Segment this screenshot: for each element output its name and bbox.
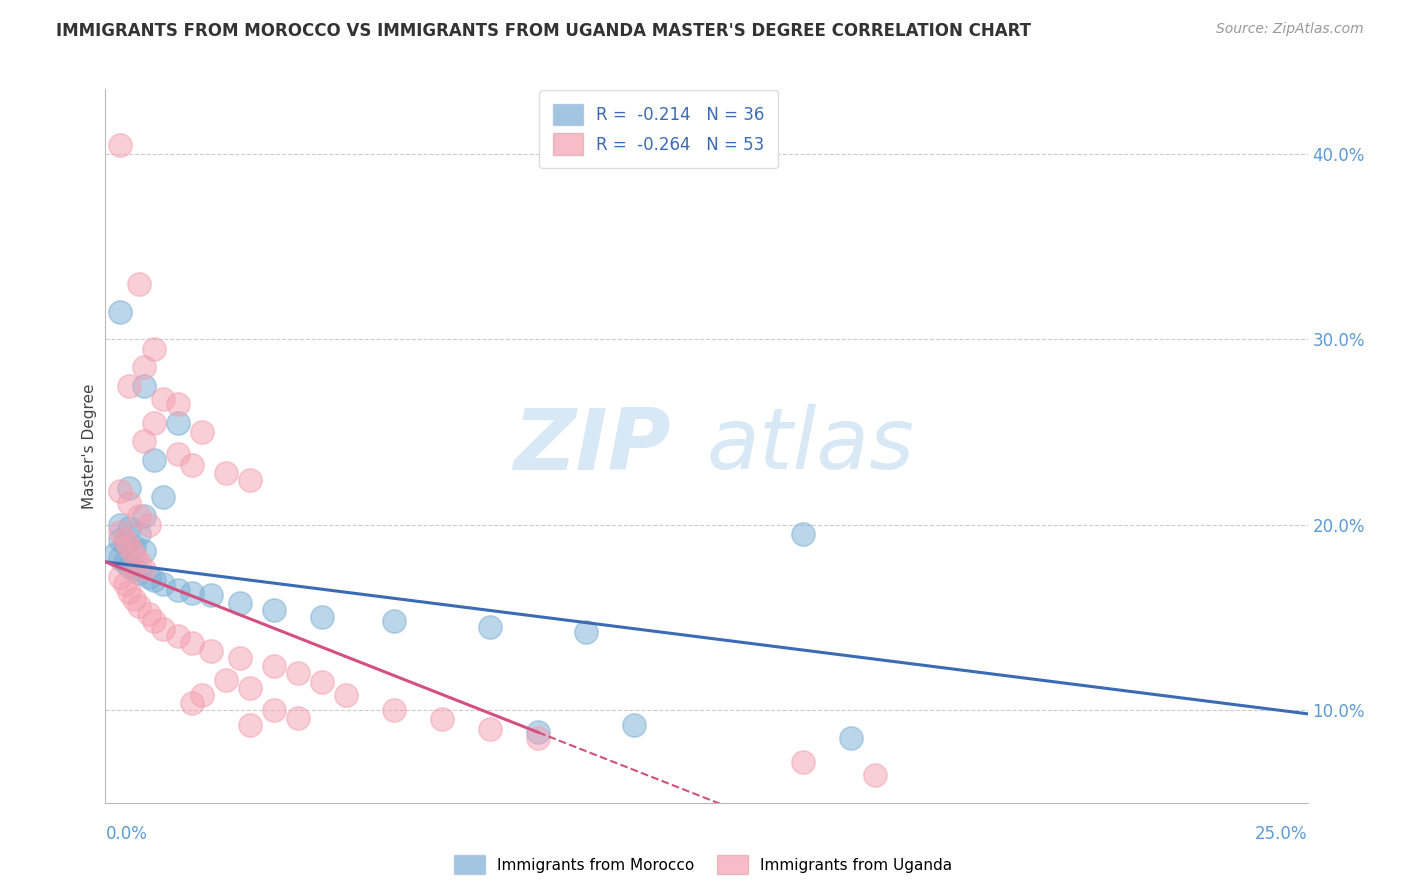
Point [124,540,146,554]
Point [114,533,136,547]
Point [142,453,165,467]
Point [623,718,645,732]
Point [142,342,165,356]
Point [124,562,146,576]
Point [114,555,136,569]
Point [839,731,862,745]
Point [114,577,136,591]
Point [118,558,141,573]
Point [229,596,252,610]
Point [118,521,141,535]
Point [287,710,309,724]
Point [166,582,188,597]
Point [263,658,285,673]
Point [181,586,204,600]
Point [527,725,550,739]
Point [108,533,131,547]
Point [108,484,131,499]
Point [152,622,174,636]
Point [118,481,141,495]
Point [114,536,136,550]
Point [214,466,236,480]
Point [239,718,262,732]
Point [132,378,155,392]
Point [229,651,252,665]
Point [181,636,204,650]
Point [311,610,333,624]
Point [575,625,598,640]
Point [132,543,155,558]
Point [128,555,150,569]
Point [382,703,405,717]
Text: 25.0%: 25.0% [1256,825,1308,843]
Point [132,434,155,449]
Point [104,548,127,562]
Point [214,673,236,688]
Point [792,527,814,541]
Text: atlas: atlas [707,404,914,488]
Point [108,525,131,540]
Legend: Immigrants from Morocco, Immigrants from Uganda: Immigrants from Morocco, Immigrants from… [449,849,957,880]
Point [118,378,141,392]
Text: ZIP: ZIP [513,404,671,488]
Point [152,577,174,591]
Point [128,508,150,523]
Point [128,599,150,614]
Point [287,666,309,681]
Point [166,416,188,430]
Point [124,548,146,562]
Point [108,551,131,566]
Point [863,768,886,782]
Point [166,629,188,643]
Y-axis label: Master's Degree: Master's Degree [82,384,97,508]
Text: Source: ZipAtlas.com: Source: ZipAtlas.com [1216,22,1364,37]
Point [479,620,502,634]
Point [263,603,285,617]
Point [142,416,165,430]
Point [138,517,160,532]
Point [138,607,160,621]
Point [118,495,141,509]
Point [132,360,155,375]
Point [118,540,141,554]
Point [142,574,165,588]
Point [166,447,188,461]
Point [108,304,131,318]
Point [166,397,188,411]
Point [152,392,174,406]
Point [527,731,550,745]
Point [152,490,174,504]
Point [142,614,165,628]
Text: 0.0%: 0.0% [105,825,148,843]
Legend: R =  -0.214   N = 36, R =  -0.264   N = 53: R = -0.214 N = 36, R = -0.264 N = 53 [540,90,778,169]
Point [138,569,160,583]
Point [128,277,150,291]
Point [124,591,146,606]
Point [108,137,131,152]
Point [335,688,357,702]
Point [181,458,204,473]
Text: IMMIGRANTS FROM MOROCCO VS IMMIGRANTS FROM UGANDA MASTER'S DEGREE CORRELATION CH: IMMIGRANTS FROM MOROCCO VS IMMIGRANTS FR… [56,22,1031,40]
Point [190,425,212,439]
Point [128,527,150,541]
Point [190,688,212,702]
Point [128,566,150,580]
Point [200,644,222,658]
Point [108,569,131,583]
Point [239,681,262,695]
Point [200,588,222,602]
Point [181,696,204,710]
Point [263,703,285,717]
Point [792,755,814,769]
Point [108,517,131,532]
Point [239,473,262,487]
Point [479,722,502,736]
Point [311,675,333,690]
Point [382,614,405,628]
Point [132,508,155,523]
Point [430,712,453,726]
Point [132,562,155,576]
Point [118,584,141,599]
